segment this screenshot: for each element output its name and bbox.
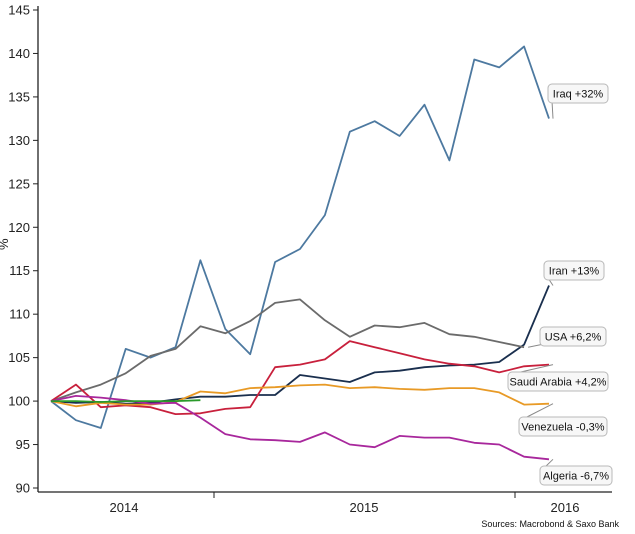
y-tick-label: 100 [8,394,30,409]
callout-box [507,371,609,392]
callout-label: Saudi Arabia +4,2% [510,377,607,389]
callout-label: Venezuela -0,3% [521,422,604,434]
series-line-iraq [50,45,550,429]
series-line-unlabeled [51,399,201,403]
series-layer [50,45,550,461]
y-tick-label: 130 [8,133,30,148]
callouts: Iraq +32% Iran +13% USA +6,2% Saudi Arabia … [507,83,613,486]
y-tick-label: 120 [8,220,30,235]
y-tick-label: 125 [8,176,30,191]
series-line-usa [50,298,525,402]
y-tick-label: 135 [8,89,30,104]
callout-box [518,416,608,437]
y-tick-label: 95 [16,437,30,452]
y-tick-label: 115 [9,263,30,278]
callout-label: Iraq +32% [553,89,604,101]
y-tick-label: 110 [9,307,30,322]
callout-box [539,465,613,486]
callout-label: Algeria -6,7% [543,471,609,483]
x-tick-label: 2016 [551,500,580,515]
callout-box [539,326,607,347]
y-tick-label: 145 [8,3,30,18]
x-tick-label: 2015 [350,500,379,515]
callout-box [543,260,605,281]
y-tick-label: 105 [8,350,30,365]
callout-label: USA +6,2% [545,332,602,344]
x-tick-label: 2014 [110,500,139,515]
series-line-venezuela [50,383,550,408]
callout-leader [522,403,554,420]
callout-label: Iran +13% [549,266,600,278]
y-tick-label: 140 [8,46,30,61]
axes: 90 95 100 105 110 115 120 125 130 135 140 145 2014 20… [8,3,612,515]
series-line-saudi [50,340,550,416]
y-tick-label: 90 [16,481,30,496]
callout-box [547,83,609,104]
source-note: Sources: Macrobond & Saxo Bank [481,519,619,529]
y-axis-label: % [0,238,11,250]
callout-leader [551,100,554,119]
